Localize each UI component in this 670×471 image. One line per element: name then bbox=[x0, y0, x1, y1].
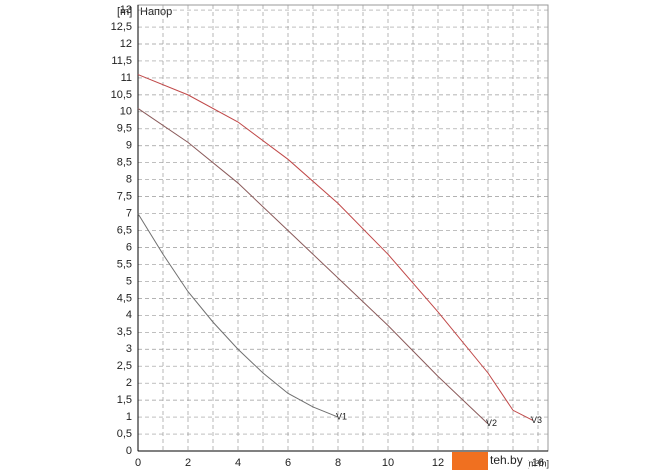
chart-title: Напор bbox=[140, 6, 172, 18]
y-tick-label: 3,5 bbox=[117, 326, 132, 338]
y-tick-label: 4 bbox=[126, 309, 132, 321]
y-tick-label: 1 bbox=[126, 411, 132, 423]
y-tick-label: 10,5 bbox=[111, 89, 132, 101]
y-tick-label: 2 bbox=[126, 377, 132, 389]
x-tick-label: 12 bbox=[432, 457, 444, 469]
x-tick-label: 0 bbox=[135, 457, 141, 469]
watermark-bg bbox=[488, 452, 528, 470]
line bbox=[137, 213, 339, 418]
y-tick-label: 9,5 bbox=[117, 123, 132, 135]
line bbox=[137, 74, 534, 421]
x-tick-label: 16 bbox=[532, 457, 544, 469]
y-tick-label: 9 bbox=[126, 140, 132, 152]
y-tick-label: 12 bbox=[120, 38, 132, 50]
y-tick-label: 7,5 bbox=[117, 191, 132, 203]
y-tick-label: 7 bbox=[126, 207, 132, 219]
y-tick-label: 11 bbox=[121, 72, 132, 84]
x-tick-label: 4 bbox=[235, 457, 241, 469]
y-tick-label: 4,5 bbox=[117, 292, 132, 304]
x-tick-label: 10 bbox=[382, 457, 394, 469]
y-tick-label: 3 bbox=[126, 343, 132, 355]
y-tick-label: 8 bbox=[126, 174, 132, 186]
watermark-box bbox=[452, 452, 488, 470]
line bbox=[137, 108, 489, 425]
y-tick-label: 6 bbox=[126, 241, 132, 253]
series-label: V2 bbox=[486, 418, 497, 428]
watermark: teh.by bbox=[490, 453, 523, 467]
y-tick-label: 13 bbox=[120, 4, 132, 16]
y-tick-label: 5,5 bbox=[117, 258, 132, 270]
series-label: V3 bbox=[531, 415, 542, 425]
y-tick-label: 0,5 bbox=[117, 428, 132, 440]
x-tick-label: 2 bbox=[185, 457, 191, 469]
y-tick-label: 8,5 bbox=[117, 157, 132, 169]
y-tick-label: 5 bbox=[126, 275, 132, 287]
x-tick-label: 8 bbox=[335, 457, 341, 469]
y-tick-label: 6,5 bbox=[117, 224, 132, 236]
y-tick-label: 2,5 bbox=[117, 360, 132, 372]
y-tick-label: 1,5 bbox=[117, 394, 132, 406]
x-unit: [m³/h] bbox=[526, 458, 549, 468]
y-unit: [m] bbox=[117, 6, 132, 18]
y-tick-label: 12,5 bbox=[111, 21, 132, 33]
series-label: V1 bbox=[336, 411, 347, 421]
y-tick-label: 10 bbox=[120, 106, 132, 118]
y-tick-label: 0 bbox=[126, 445, 132, 457]
x-tick-label: 6 bbox=[285, 457, 291, 469]
y-tick-label: 11,5 bbox=[111, 55, 132, 67]
